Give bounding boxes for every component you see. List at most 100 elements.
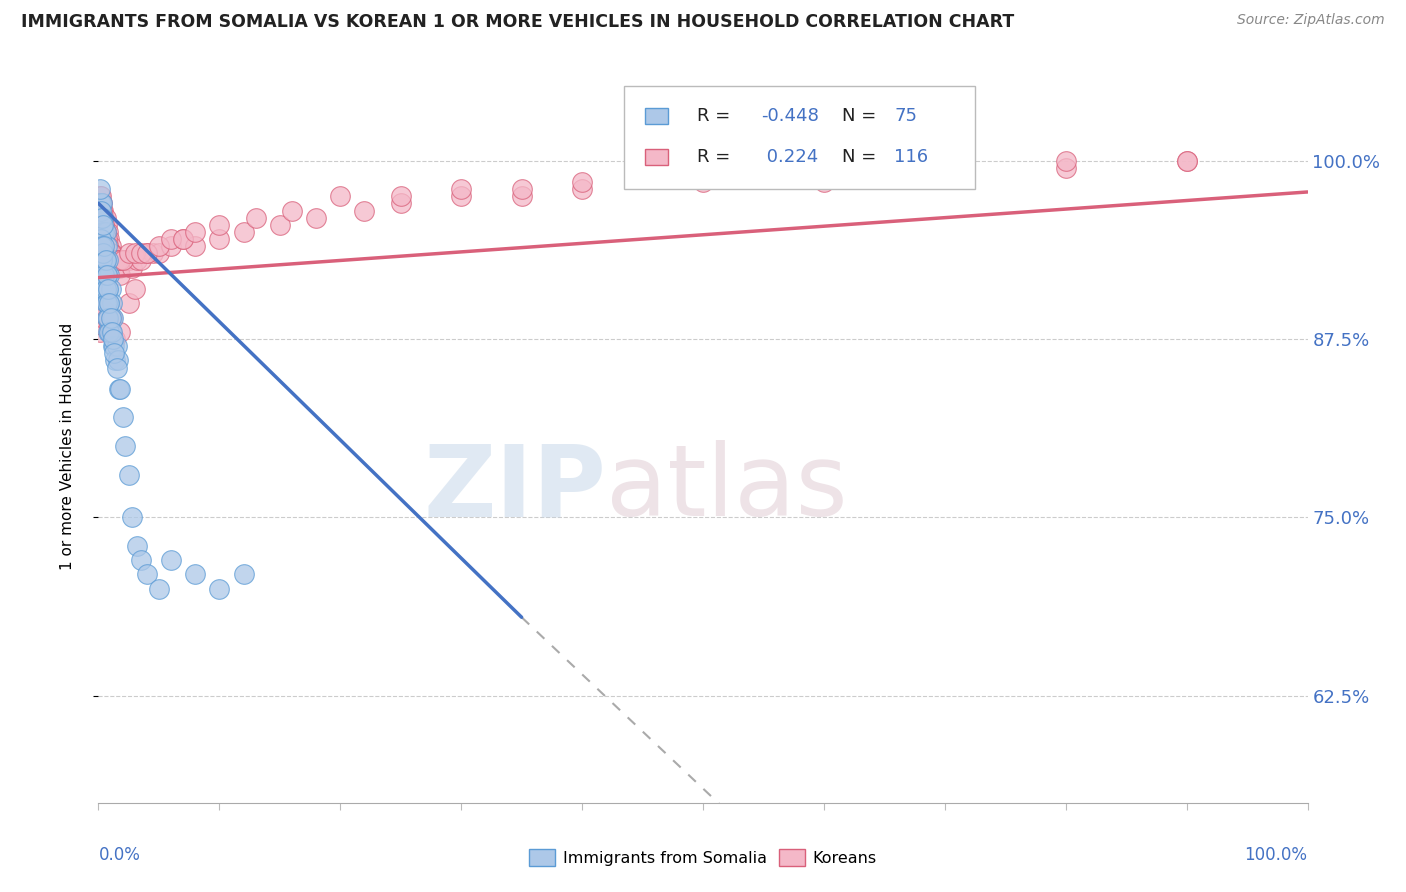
Point — [94, 282, 117, 296]
Point — [104, 353, 127, 368]
Point — [97, 282, 120, 296]
Point — [94, 225, 117, 239]
Point — [124, 246, 146, 260]
Point — [148, 246, 170, 260]
Point — [97, 325, 120, 339]
Point — [160, 553, 183, 567]
Point — [692, 175, 714, 189]
Point — [96, 296, 118, 310]
Text: 0.0%: 0.0% — [98, 846, 141, 863]
Point — [100, 296, 122, 310]
Point — [91, 211, 114, 225]
Point — [245, 211, 267, 225]
Point — [89, 225, 111, 239]
Point — [1054, 153, 1077, 168]
Point — [160, 239, 183, 253]
Point — [571, 175, 593, 189]
Point — [91, 211, 114, 225]
Point — [100, 246, 122, 260]
Point — [389, 196, 412, 211]
Point — [510, 189, 533, 203]
Point — [91, 246, 114, 260]
Point — [94, 225, 117, 239]
Point — [96, 253, 118, 268]
Point — [571, 182, 593, 196]
Point — [934, 168, 956, 182]
Point — [94, 246, 117, 260]
Point — [96, 239, 118, 253]
Point — [91, 196, 114, 211]
Point — [104, 332, 127, 346]
Point — [96, 232, 118, 246]
Point — [108, 382, 131, 396]
Point — [148, 239, 170, 253]
Legend: Immigrants from Somalia, Koreans: Immigrants from Somalia, Koreans — [529, 849, 877, 866]
Point — [96, 218, 118, 232]
Point — [121, 510, 143, 524]
Point — [89, 239, 111, 253]
Point — [104, 253, 127, 268]
Point — [160, 232, 183, 246]
Point — [118, 467, 141, 482]
Point — [91, 225, 114, 239]
Point — [98, 232, 121, 246]
Point — [91, 211, 114, 225]
Point — [97, 225, 120, 239]
Point — [98, 268, 121, 282]
Point — [97, 253, 120, 268]
Point — [93, 211, 115, 225]
Point — [107, 353, 129, 368]
Point — [98, 296, 121, 310]
Point — [91, 253, 114, 268]
Point — [91, 211, 114, 225]
Point — [148, 582, 170, 596]
Point — [98, 246, 121, 260]
Point — [90, 211, 112, 225]
Point — [103, 260, 125, 275]
Text: R =: R = — [697, 148, 735, 166]
Point — [108, 382, 131, 396]
Point — [93, 225, 115, 239]
Point — [93, 282, 115, 296]
Point — [269, 218, 291, 232]
Point — [98, 253, 121, 268]
Point — [94, 232, 117, 246]
Point — [121, 260, 143, 275]
Point — [100, 310, 122, 325]
Point — [97, 239, 120, 253]
Point — [135, 567, 157, 582]
Point — [101, 332, 124, 346]
Point — [97, 310, 120, 325]
Point — [1175, 153, 1198, 168]
Point — [93, 225, 115, 239]
Point — [184, 225, 207, 239]
Point — [208, 218, 231, 232]
Point — [96, 268, 118, 282]
Point — [96, 239, 118, 253]
Point — [97, 282, 120, 296]
Point — [94, 253, 117, 268]
Point — [1175, 153, 1198, 168]
FancyBboxPatch shape — [624, 86, 976, 189]
Point — [114, 253, 136, 268]
Point — [103, 339, 125, 353]
Point — [96, 260, 118, 275]
Text: N =: N = — [842, 107, 882, 125]
Point — [91, 239, 114, 253]
Point — [91, 232, 114, 246]
Point — [91, 239, 114, 253]
Point — [631, 168, 654, 182]
Point — [692, 161, 714, 175]
Point — [98, 325, 121, 339]
Point — [184, 239, 207, 253]
Point — [100, 325, 122, 339]
Point — [934, 153, 956, 168]
Y-axis label: 1 or more Vehicles in Household: 1 or more Vehicles in Household — [60, 322, 75, 570]
Point — [90, 232, 112, 246]
Point — [90, 225, 112, 239]
Point — [389, 189, 412, 203]
Point — [108, 260, 131, 275]
Point — [450, 189, 472, 203]
Point — [103, 346, 125, 360]
Point — [118, 296, 141, 310]
